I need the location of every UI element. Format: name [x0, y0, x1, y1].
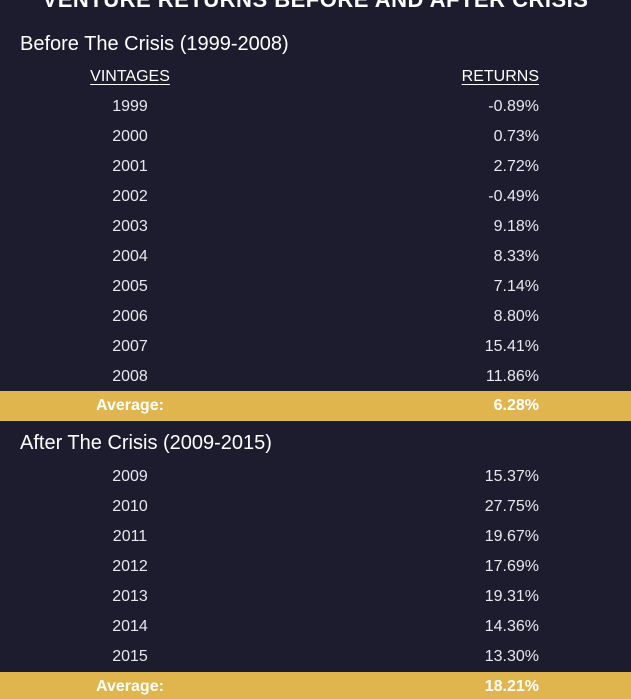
column-header-returns: RETURNS	[461, 68, 539, 85]
vintage-cell: 2012	[112, 558, 148, 575]
section-title-after: After The Crisis (2009-2015)	[20, 432, 272, 454]
average-value: 18.21%	[484, 678, 539, 695]
table-row: 2006 8.80%	[0, 302, 631, 332]
table-body-after: 2009 15.37% 2010 27.75% 2011 19.67% 2012 17.69%…	[0, 462, 631, 672]
vintage-cell: 2008	[112, 368, 148, 385]
column-header-vintages: VINTAGES	[90, 68, 170, 85]
return-cell: 8.33%	[493, 248, 539, 265]
vintage-cell: 2003	[112, 218, 148, 235]
table-row: 2010 27.75%	[0, 492, 631, 522]
return-cell: 27.75%	[484, 498, 539, 515]
table-row: 2005 7.14%	[0, 272, 631, 302]
vintage-cell: 2011	[112, 528, 148, 545]
average-row-after: Average: 18.21%	[0, 672, 631, 699]
return-cell: 7.14%	[493, 278, 539, 295]
table-body-before: 1999 -0.89% 2000 0.73% 2001 2.72% 2002 -0.49% 20…	[0, 92, 631, 392]
return-cell: 9.18%	[493, 218, 539, 235]
vintage-cell: 2013	[112, 588, 148, 605]
chart-title: VENTURE RETURNS BEFORE AND AFTER CRISIS	[0, 0, 631, 14]
table-row: 2000 0.73%	[0, 122, 631, 152]
table-row: 2003 9.18%	[0, 212, 631, 242]
table-row: 2011 19.67%	[0, 522, 631, 552]
vintage-cell: 1999	[112, 98, 148, 115]
return-cell: -0.89%	[488, 98, 539, 115]
section-title-before: Before The Crisis (1999-2008)	[20, 33, 289, 55]
vintage-cell: 2014	[112, 618, 148, 635]
vintage-cell: 2000	[112, 128, 148, 145]
table-row: 2004 8.33%	[0, 242, 631, 272]
return-cell: 11.86%	[485, 368, 539, 385]
vintage-cell: 2004	[112, 248, 148, 265]
vintage-cell: 2015	[112, 648, 148, 665]
average-label: Average:	[96, 678, 164, 695]
average-value: 6.28%	[493, 397, 539, 414]
vintage-cell: 2005	[112, 278, 148, 295]
vintage-cell: 2007	[112, 338, 148, 355]
vintage-cell: 2010	[112, 498, 148, 515]
return-cell: 15.37%	[484, 468, 539, 485]
return-cell: 14.36%	[484, 618, 539, 635]
return-cell: 0.73%	[493, 128, 539, 145]
vintage-cell: 2001	[112, 158, 148, 175]
vintage-cell: 2002	[112, 188, 148, 205]
table-row: 2002 -0.49%	[0, 182, 631, 212]
table-row: 2013 19.31%	[0, 582, 631, 612]
table-row: 2014 14.36%	[0, 612, 631, 642]
table-row: 2001 2.72%	[0, 152, 631, 182]
return-cell: 2.72%	[493, 158, 539, 175]
vintage-cell: 2006	[112, 308, 148, 325]
table-row: 2007 15.41%	[0, 332, 631, 362]
table-row: 1999 -0.89%	[0, 92, 631, 122]
return-cell: 19.67%	[484, 528, 539, 545]
return-cell: 13.30%	[484, 648, 539, 665]
average-label: Average:	[96, 397, 164, 414]
return-cell: 19.31%	[484, 588, 539, 605]
table-row: 2009 15.37%	[0, 462, 631, 492]
return-cell: -0.49%	[488, 188, 539, 205]
return-cell: 15.41%	[484, 338, 539, 355]
return-cell: 8.80%	[493, 308, 539, 325]
table-row: 2008 11.86%	[0, 362, 631, 392]
average-row-before: Average: 6.28%	[0, 391, 631, 421]
table-row: 2012 17.69%	[0, 552, 631, 582]
vintage-cell: 2009	[112, 468, 148, 485]
table-row: 2015 13.30%	[0, 642, 631, 672]
return-cell: 17.69%	[484, 558, 539, 575]
